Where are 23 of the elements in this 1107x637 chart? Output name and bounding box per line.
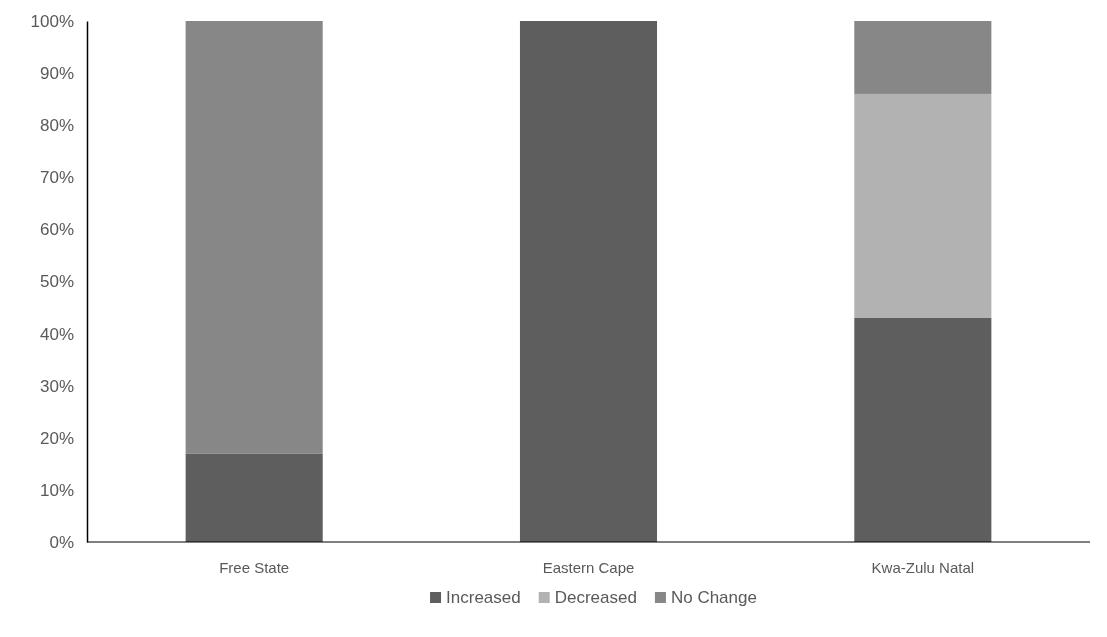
y-tick-label: 60%	[39, 220, 74, 240]
legend-label: Decreased	[554, 588, 637, 607]
y-tick-label: 80%	[39, 116, 74, 136]
y-tick-label: 0%	[49, 532, 74, 552]
bar	[185, 21, 323, 454]
x-tick-label: Eastern Cape	[542, 558, 635, 576]
bar	[854, 21, 992, 94]
y-tick-label: 70%	[39, 168, 74, 188]
y-tick-label: 30%	[39, 376, 74, 396]
legend-label: Increased	[446, 588, 521, 607]
bar	[519, 21, 658, 542]
y-tick-label: 50%	[39, 272, 74, 292]
bar	[854, 317, 992, 542]
y-tick-label: 100%	[30, 11, 74, 31]
y-tick-label: 90%	[39, 64, 74, 84]
y-tick-label: 20%	[39, 428, 74, 448]
legend-label: No Change	[670, 588, 757, 607]
y-tick-label: 10%	[39, 480, 74, 500]
bar	[185, 453, 323, 542]
bar	[854, 93, 992, 318]
y-tick-label: 40%	[39, 324, 74, 344]
x-tick-label: Kwa-Zulu Natal	[871, 558, 975, 576]
x-tick-label: Free State	[219, 558, 290, 576]
